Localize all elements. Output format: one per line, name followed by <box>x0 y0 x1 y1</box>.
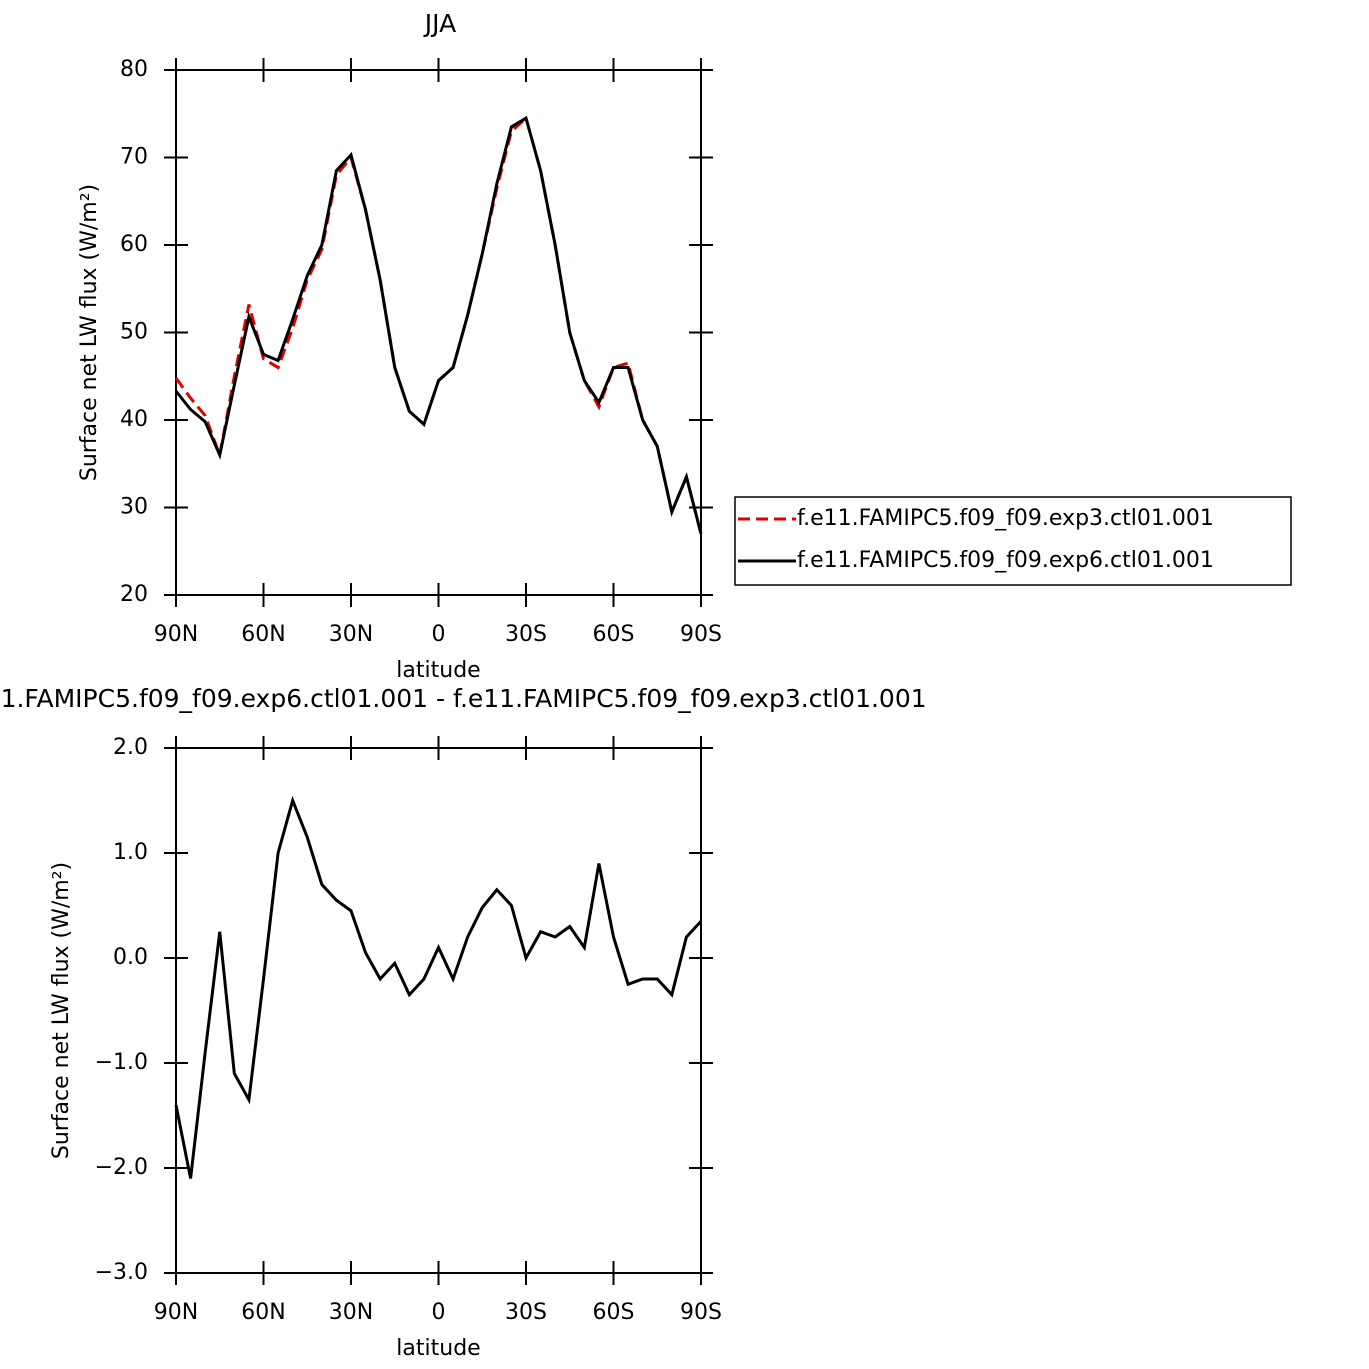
x-tick-label: 90S <box>680 1300 722 1325</box>
y-tick-label: 1.0 <box>113 840 148 865</box>
x-tick-label: 0 <box>432 622 446 647</box>
y-tick-label: −1.0 <box>95 1050 148 1075</box>
y-tick-label: 2.0 <box>113 735 148 760</box>
x-tick-label: 30N <box>329 1300 373 1325</box>
y-tick-label: 80 <box>120 57 148 82</box>
y-axis-label: Surface net LW flux (W/m²) <box>77 184 102 481</box>
x-tick-label: 60S <box>593 622 635 647</box>
y-tick-label: −3.0 <box>95 1260 148 1285</box>
plot-frame <box>175 747 702 1274</box>
x-tick-label: 0 <box>432 1300 446 1325</box>
x-tick-label: 30S <box>505 622 547 647</box>
chart-title: JJA <box>423 9 456 38</box>
y-tick-label: 0.0 <box>113 945 148 970</box>
legend-label: f.e11.FAMIPC5.f09_f09.exp3.ctl01.001 <box>797 506 1214 531</box>
y-tick-label: −2.0 <box>95 1155 148 1180</box>
x-axis-label: latitude <box>396 658 480 683</box>
x-tick-label: 30S <box>505 1300 547 1325</box>
line <box>174 115 703 535</box>
x-tick-label: 90N <box>154 622 198 647</box>
x-tick-label: 60S <box>593 1300 635 1325</box>
y-tick-label: 50 <box>120 320 148 345</box>
y-tick-label: 40 <box>120 407 148 432</box>
y-axis-label: Surface net LW flux (W/m²) <box>49 862 74 1159</box>
x-tick-label: 30N <box>329 622 373 647</box>
plot-frame <box>175 69 702 596</box>
x-tick-label: 90S <box>680 622 722 647</box>
y-tick-label: 30 <box>120 495 148 520</box>
line <box>174 795 703 1179</box>
y-tick-label: 70 <box>120 145 148 170</box>
chart-title: f.e11.FAMIPC5.f09_f09.exp6.ctl01.001 - f… <box>0 684 927 713</box>
y-tick-label: 20 <box>120 582 148 607</box>
x-axis-label: latitude <box>396 1336 480 1361</box>
x-tick-label: 60N <box>241 1300 285 1325</box>
x-tick-label: 90N <box>154 1300 198 1325</box>
line <box>174 115 703 535</box>
legend-box <box>734 496 1292 586</box>
y-tick-label: 60 <box>120 232 148 257</box>
legend-label: f.e11.FAMIPC5.f09_f09.exp6.ctl01.001 <box>797 548 1214 573</box>
x-tick-label: 60N <box>241 622 285 647</box>
